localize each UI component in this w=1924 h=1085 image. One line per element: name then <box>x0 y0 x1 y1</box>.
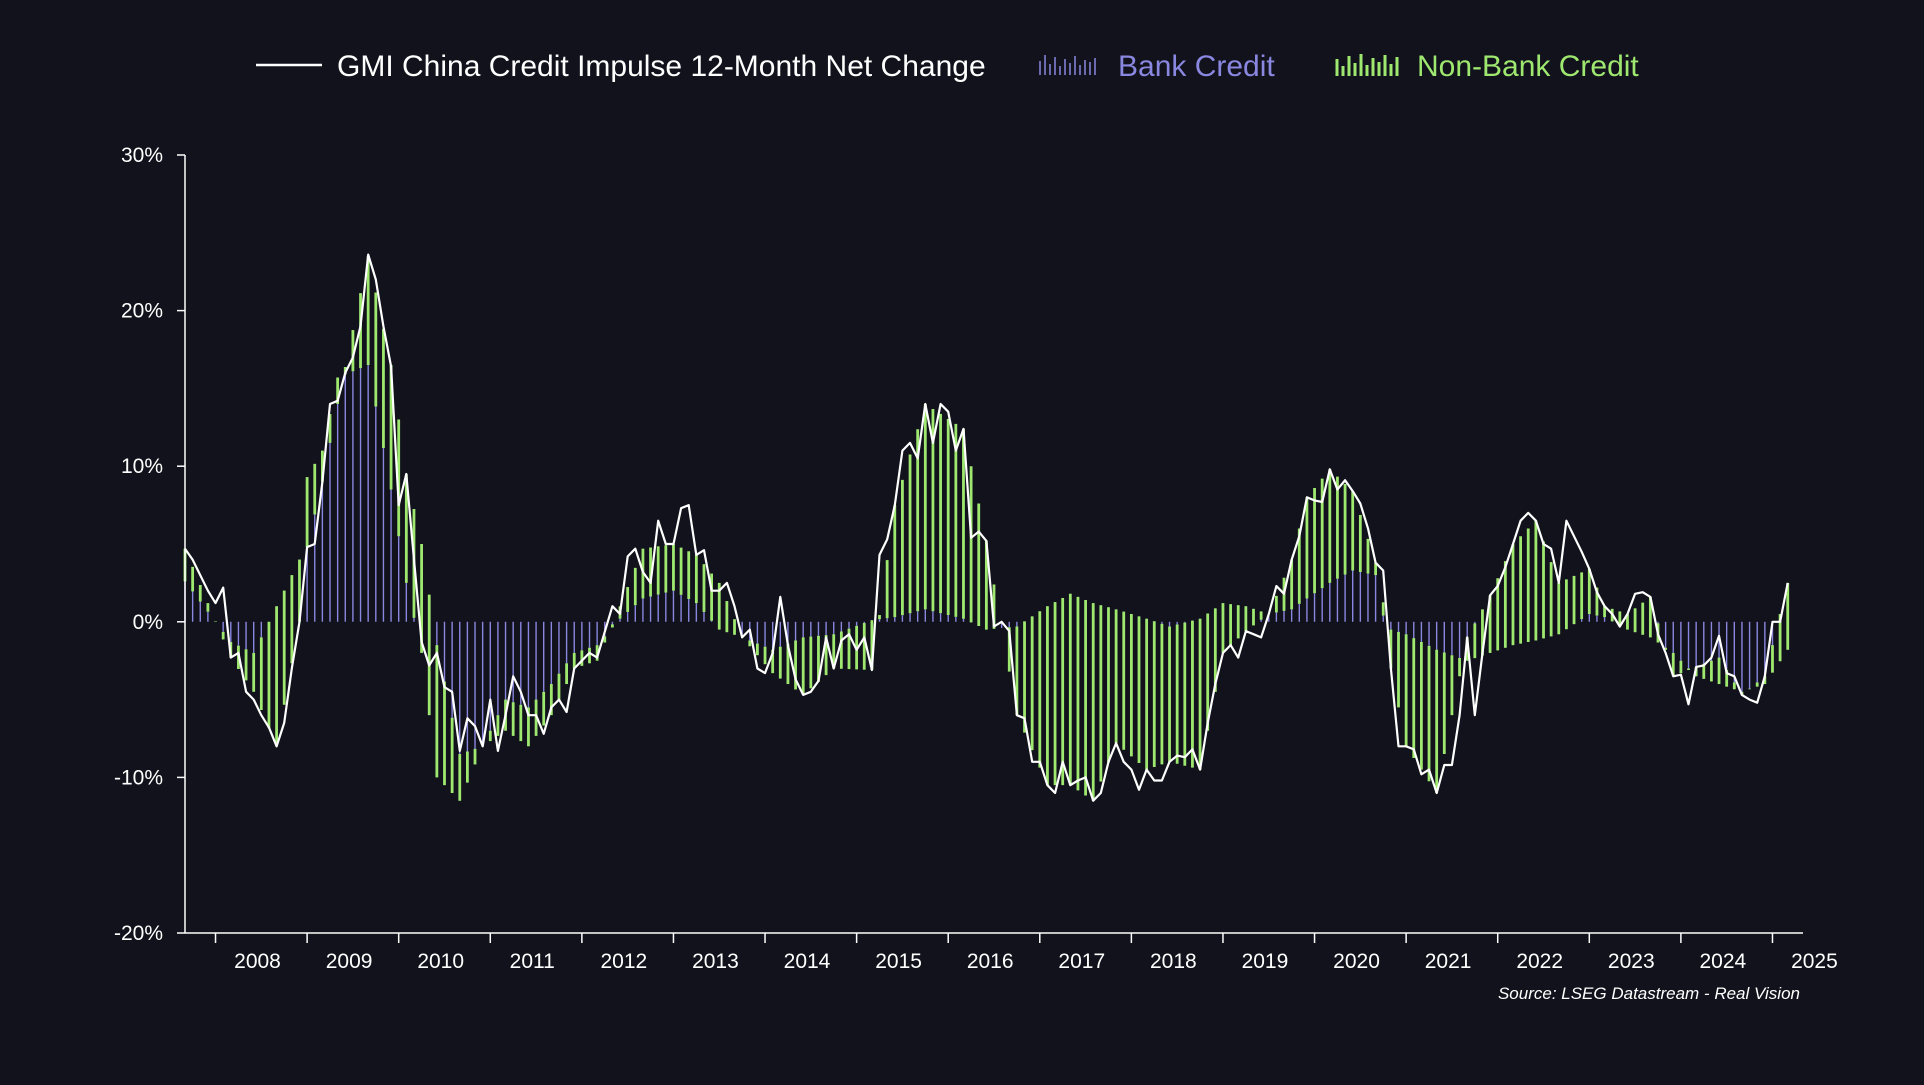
y-tick-label: -10% <box>114 766 163 789</box>
legend-bank-swatch <box>1039 55 1096 75</box>
impulse-line <box>184 253 1789 802</box>
source-note: Source: LSEG Datastream - Real Vision <box>1498 984 1800 1003</box>
x-tick-label: 2020 <box>1333 950 1380 973</box>
x-tick-label: 2019 <box>1242 950 1289 973</box>
x-tick-label: 2015 <box>875 950 922 973</box>
y-tick-label: 0% <box>133 611 163 634</box>
x-tick-label: 2011 <box>510 950 555 973</box>
x-tick-label: 2018 <box>1150 950 1197 973</box>
legend-impulse-label: GMI China Credit Impulse 12-Month Net Ch… <box>337 50 986 83</box>
legend: GMI China Credit Impulse 12-Month Net Ch… <box>256 50 1639 83</box>
x-tick-label: 2022 <box>1516 950 1563 973</box>
x-tick-label: 2024 <box>1700 950 1747 973</box>
legend-bank-label: Bank Credit <box>1118 50 1275 83</box>
y-tick-label: 20% <box>121 300 163 323</box>
legend-nonbank-swatch <box>1335 54 1399 76</box>
x-tick-label: 2008 <box>234 950 281 973</box>
y-axis: 30% 20% 10% 0% -10% -20% <box>114 144 186 945</box>
x-tick-label: 2009 <box>326 950 373 973</box>
x-tick-label: 2025 <box>1791 950 1838 973</box>
x-tick-label: 2021 <box>1425 950 1472 973</box>
x-tick-label: 2013 <box>692 950 739 973</box>
x-tick-label: 2016 <box>967 950 1014 973</box>
x-tick-label: 2017 <box>1058 950 1105 973</box>
y-tick-label: -20% <box>114 922 163 945</box>
x-tick-label: 2023 <box>1608 950 1655 973</box>
legend-nonbank-label: Non-Bank Credit <box>1417 50 1639 83</box>
y-tick-label: 10% <box>121 455 163 478</box>
non-bank-credit-bars <box>183 256 1790 801</box>
x-axis: 2008 2009 2010 2011 2012 2013 2014 2015 2016 2017… <box>185 932 1838 973</box>
y-tick-label: 30% <box>121 144 163 167</box>
x-tick-label: 2012 <box>600 950 647 973</box>
x-tick-label: 2010 <box>417 950 464 973</box>
x-tick-label: 2014 <box>784 950 831 973</box>
